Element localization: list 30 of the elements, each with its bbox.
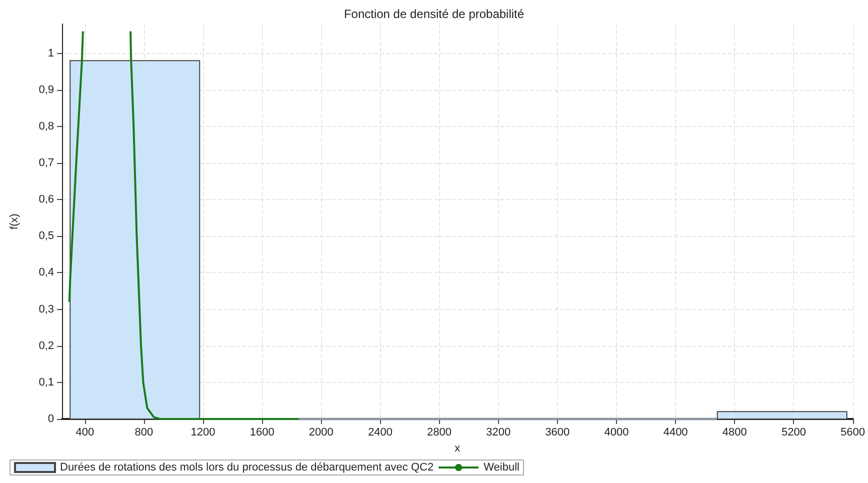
x-axis-title: x xyxy=(454,442,461,454)
x-tick-label: 4400 xyxy=(663,426,688,438)
y-tick-label: 0,1 xyxy=(38,376,54,388)
chart-title: Fonction de densité de probabilité xyxy=(344,7,524,21)
x-tick-label: 5200 xyxy=(781,426,806,438)
x-tick-label: 400 xyxy=(76,426,94,438)
y-tick-label: 0,8 xyxy=(38,120,54,132)
y-tick-label: 0 xyxy=(48,413,54,425)
x-tick-label: 4000 xyxy=(604,426,629,438)
y-tick-label: 0,7 xyxy=(38,156,54,169)
legend-label: Weibull xyxy=(484,462,520,474)
y-tick-label: 0,2 xyxy=(38,340,54,352)
x-tick-label: 5600 xyxy=(840,426,866,438)
y-tick-label: 0,4 xyxy=(38,266,54,279)
x-tick-label: 2800 xyxy=(427,426,452,438)
x-tick-label: 1200 xyxy=(190,426,216,438)
x-tick-label: 800 xyxy=(134,426,154,438)
x-tick-label: 2000 xyxy=(308,426,334,438)
y-tick-label: 0,6 xyxy=(38,194,54,206)
x-tick-label: 2400 xyxy=(368,426,392,438)
y-tick-label: 1 xyxy=(48,47,54,60)
y-tick-label: 0,3 xyxy=(38,303,54,316)
legend-label: Durées de rotations des mols lors du processus de débarquement avec QC2 xyxy=(60,462,434,474)
x-tick-label: 1600 xyxy=(250,426,274,438)
x-tick-label: 4800 xyxy=(722,426,747,438)
y-axis-title: f(x) xyxy=(8,214,20,230)
y-tick-label: 0,5 xyxy=(38,230,54,242)
y-tick-label: 0,9 xyxy=(38,84,54,96)
x-tick-label: 3200 xyxy=(486,426,511,438)
x-tick-label: 3600 xyxy=(545,426,570,438)
